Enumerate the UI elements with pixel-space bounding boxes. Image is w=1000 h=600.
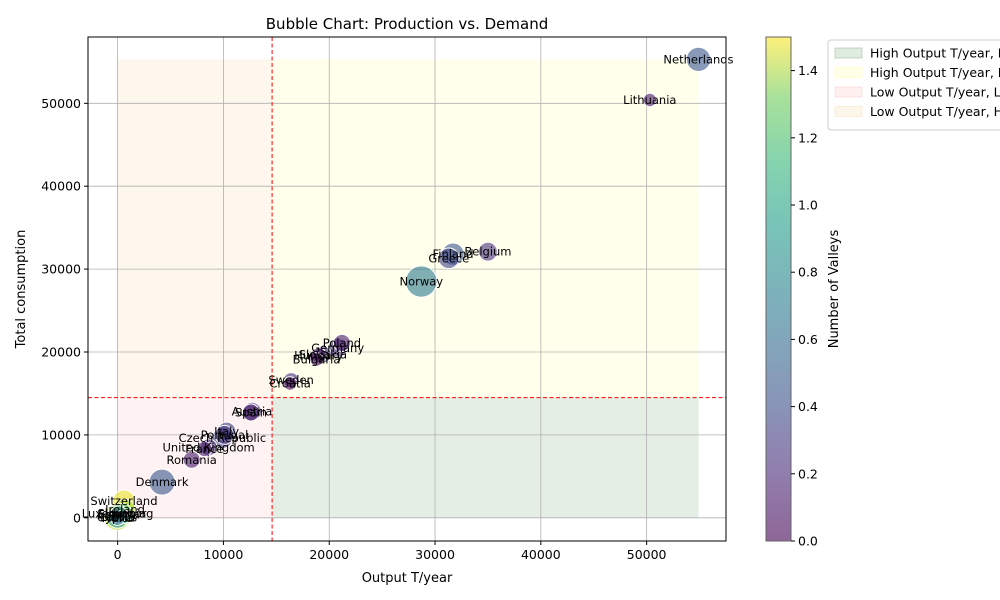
colorbar-label: Number of Valleys: [827, 229, 842, 348]
y-tick-label: 50000: [41, 96, 81, 111]
bubble-label: United Kingdom: [162, 440, 254, 454]
bubble-label: Germany: [311, 341, 364, 355]
x-tick-label: 40000: [521, 547, 561, 562]
colorbar-tick-label: 1.2: [798, 130, 818, 145]
x-tick-label: 50000: [627, 547, 667, 562]
colorbar-gradient: [765, 36, 792, 542]
bubble-label: Belgium: [464, 245, 511, 259]
bubble-label: Hungary: [294, 348, 343, 362]
y-axis-title: Total consumption: [14, 230, 29, 350]
bubble-label: Norway: [399, 275, 443, 289]
bubble-label: Portugal: [201, 428, 249, 442]
colorbar-tick-label: 0.0: [798, 534, 818, 549]
bubble-label: Croatia: [269, 377, 310, 391]
bubble-label: Ireland: [105, 503, 145, 517]
bubbles: [103, 46, 712, 531]
bubble-label: Austria: [232, 405, 273, 419]
legend-entry-label: Low Output T/year, Low Total consumption: [870, 85, 1000, 100]
colorbar-tick-label: 0.6: [798, 332, 818, 347]
threshold-lines: [88, 37, 726, 541]
y-tick-label: 40000: [41, 179, 81, 194]
bubble: [196, 440, 213, 458]
bubble-label: Slovakia: [299, 347, 347, 361]
x-tick-label: 30000: [415, 547, 455, 562]
colorbar-ticks: 0.0 0.2 0.4 0.6 0.8 1.0 1.2 1.4: [791, 63, 818, 549]
y-tick-label: 30000: [41, 262, 81, 277]
grid-lines: [88, 37, 726, 541]
bubble-label: Slovenia: [97, 507, 146, 521]
bubble-label: Finland: [432, 247, 473, 261]
bubble-label: Poland: [323, 336, 361, 350]
legend-frame: [827, 39, 1000, 131]
bubble-label: Spain: [235, 406, 267, 420]
x-axis-ticks: 0 10000 20000 30000 40000 50000: [114, 541, 667, 562]
bubble: [109, 509, 126, 526]
colorbar-tick-label: 0.4: [798, 399, 818, 414]
colorbar: 0.0 0.2 0.4 0.6 0.8 1.0 1.2 1.4 Number of Valle…: [765, 36, 842, 549]
bubble: [241, 403, 260, 422]
quadrant-region: [117, 59, 273, 398]
bubble-label: Estonia: [98, 507, 140, 521]
bubble-label: Romania: [167, 453, 217, 467]
x-tick-label: 10000: [204, 547, 244, 562]
bubble: [642, 92, 658, 108]
bubble-label: Latvia: [100, 510, 135, 524]
plot-frame: [87, 36, 727, 542]
bubble: [437, 247, 460, 270]
legend-entry-label: High Output T/year, Low Total consumptio…: [870, 46, 1000, 61]
quadrant-regions: [117, 59, 699, 518]
bubble-label: Italy: [214, 425, 239, 439]
x-tick-label: 0: [114, 547, 122, 562]
colorbar-tick-label: 0.2: [798, 466, 818, 481]
bubble-label: Greece: [428, 251, 469, 265]
bubble: [405, 265, 438, 298]
bubble-label: Czech Republic: [179, 431, 267, 445]
bubble-label: France: [185, 442, 223, 456]
bubble-label: Netherlands: [663, 52, 733, 66]
bubble-label: Luxembourg: [82, 507, 154, 521]
bubble: [282, 376, 298, 391]
legend-entry-label: High Output T/year, High Total consumpti…: [870, 65, 1000, 80]
chart-title: Bubble Chart: Production vs. Demand: [266, 15, 548, 33]
bubble-label: Switzerland: [90, 494, 157, 508]
legend: High Output T/year, Low Total consumptio…: [827, 39, 1000, 131]
bubble: [309, 352, 324, 367]
plot-area: Netherlands Lithuania BelgiumFinlandGreece…: [41, 36, 734, 562]
bubble-label: Cyprus: [97, 510, 137, 524]
bubble: [214, 424, 235, 445]
bubble: [478, 241, 498, 262]
colorbar-tick-label: 1.4: [798, 63, 818, 78]
y-tick-label: 0: [73, 510, 81, 525]
x-tick-label: 20000: [309, 547, 349, 562]
bubble: [148, 468, 176, 496]
bubble: [685, 46, 712, 72]
legend-swatch: [834, 106, 863, 117]
y-axis-ticks: 0 10000 20000 30000 40000 50000: [41, 96, 88, 525]
colorbar-tick-label: 0.8: [798, 265, 818, 280]
legend-entry-label: Low Output T/year, High Total consumptio…: [870, 104, 1000, 119]
legend-swatch: [834, 67, 863, 78]
x-axis-title: Output T/year: [362, 571, 453, 586]
bubble-label: Sweden: [268, 373, 313, 387]
legend-swatch: [834, 47, 863, 59]
legend-swatch: [834, 86, 863, 98]
bubble: [332, 333, 351, 352]
colorbar-tick-label: 1.0: [798, 198, 818, 213]
y-tick-label: 20000: [41, 345, 81, 360]
bubble-label: Malta: [102, 511, 134, 525]
y-tick-label: 10000: [41, 427, 81, 442]
bubble-label: Lithuania: [623, 93, 676, 107]
bubble-label: Bulgaria: [293, 352, 341, 366]
bubble-label: Denmark: [136, 475, 189, 489]
quadrant-region: [272, 397, 699, 518]
bubble-labels: Netherlands Lithuania BelgiumFinlandGreece…: [82, 52, 734, 524]
bubble: [182, 450, 201, 469]
